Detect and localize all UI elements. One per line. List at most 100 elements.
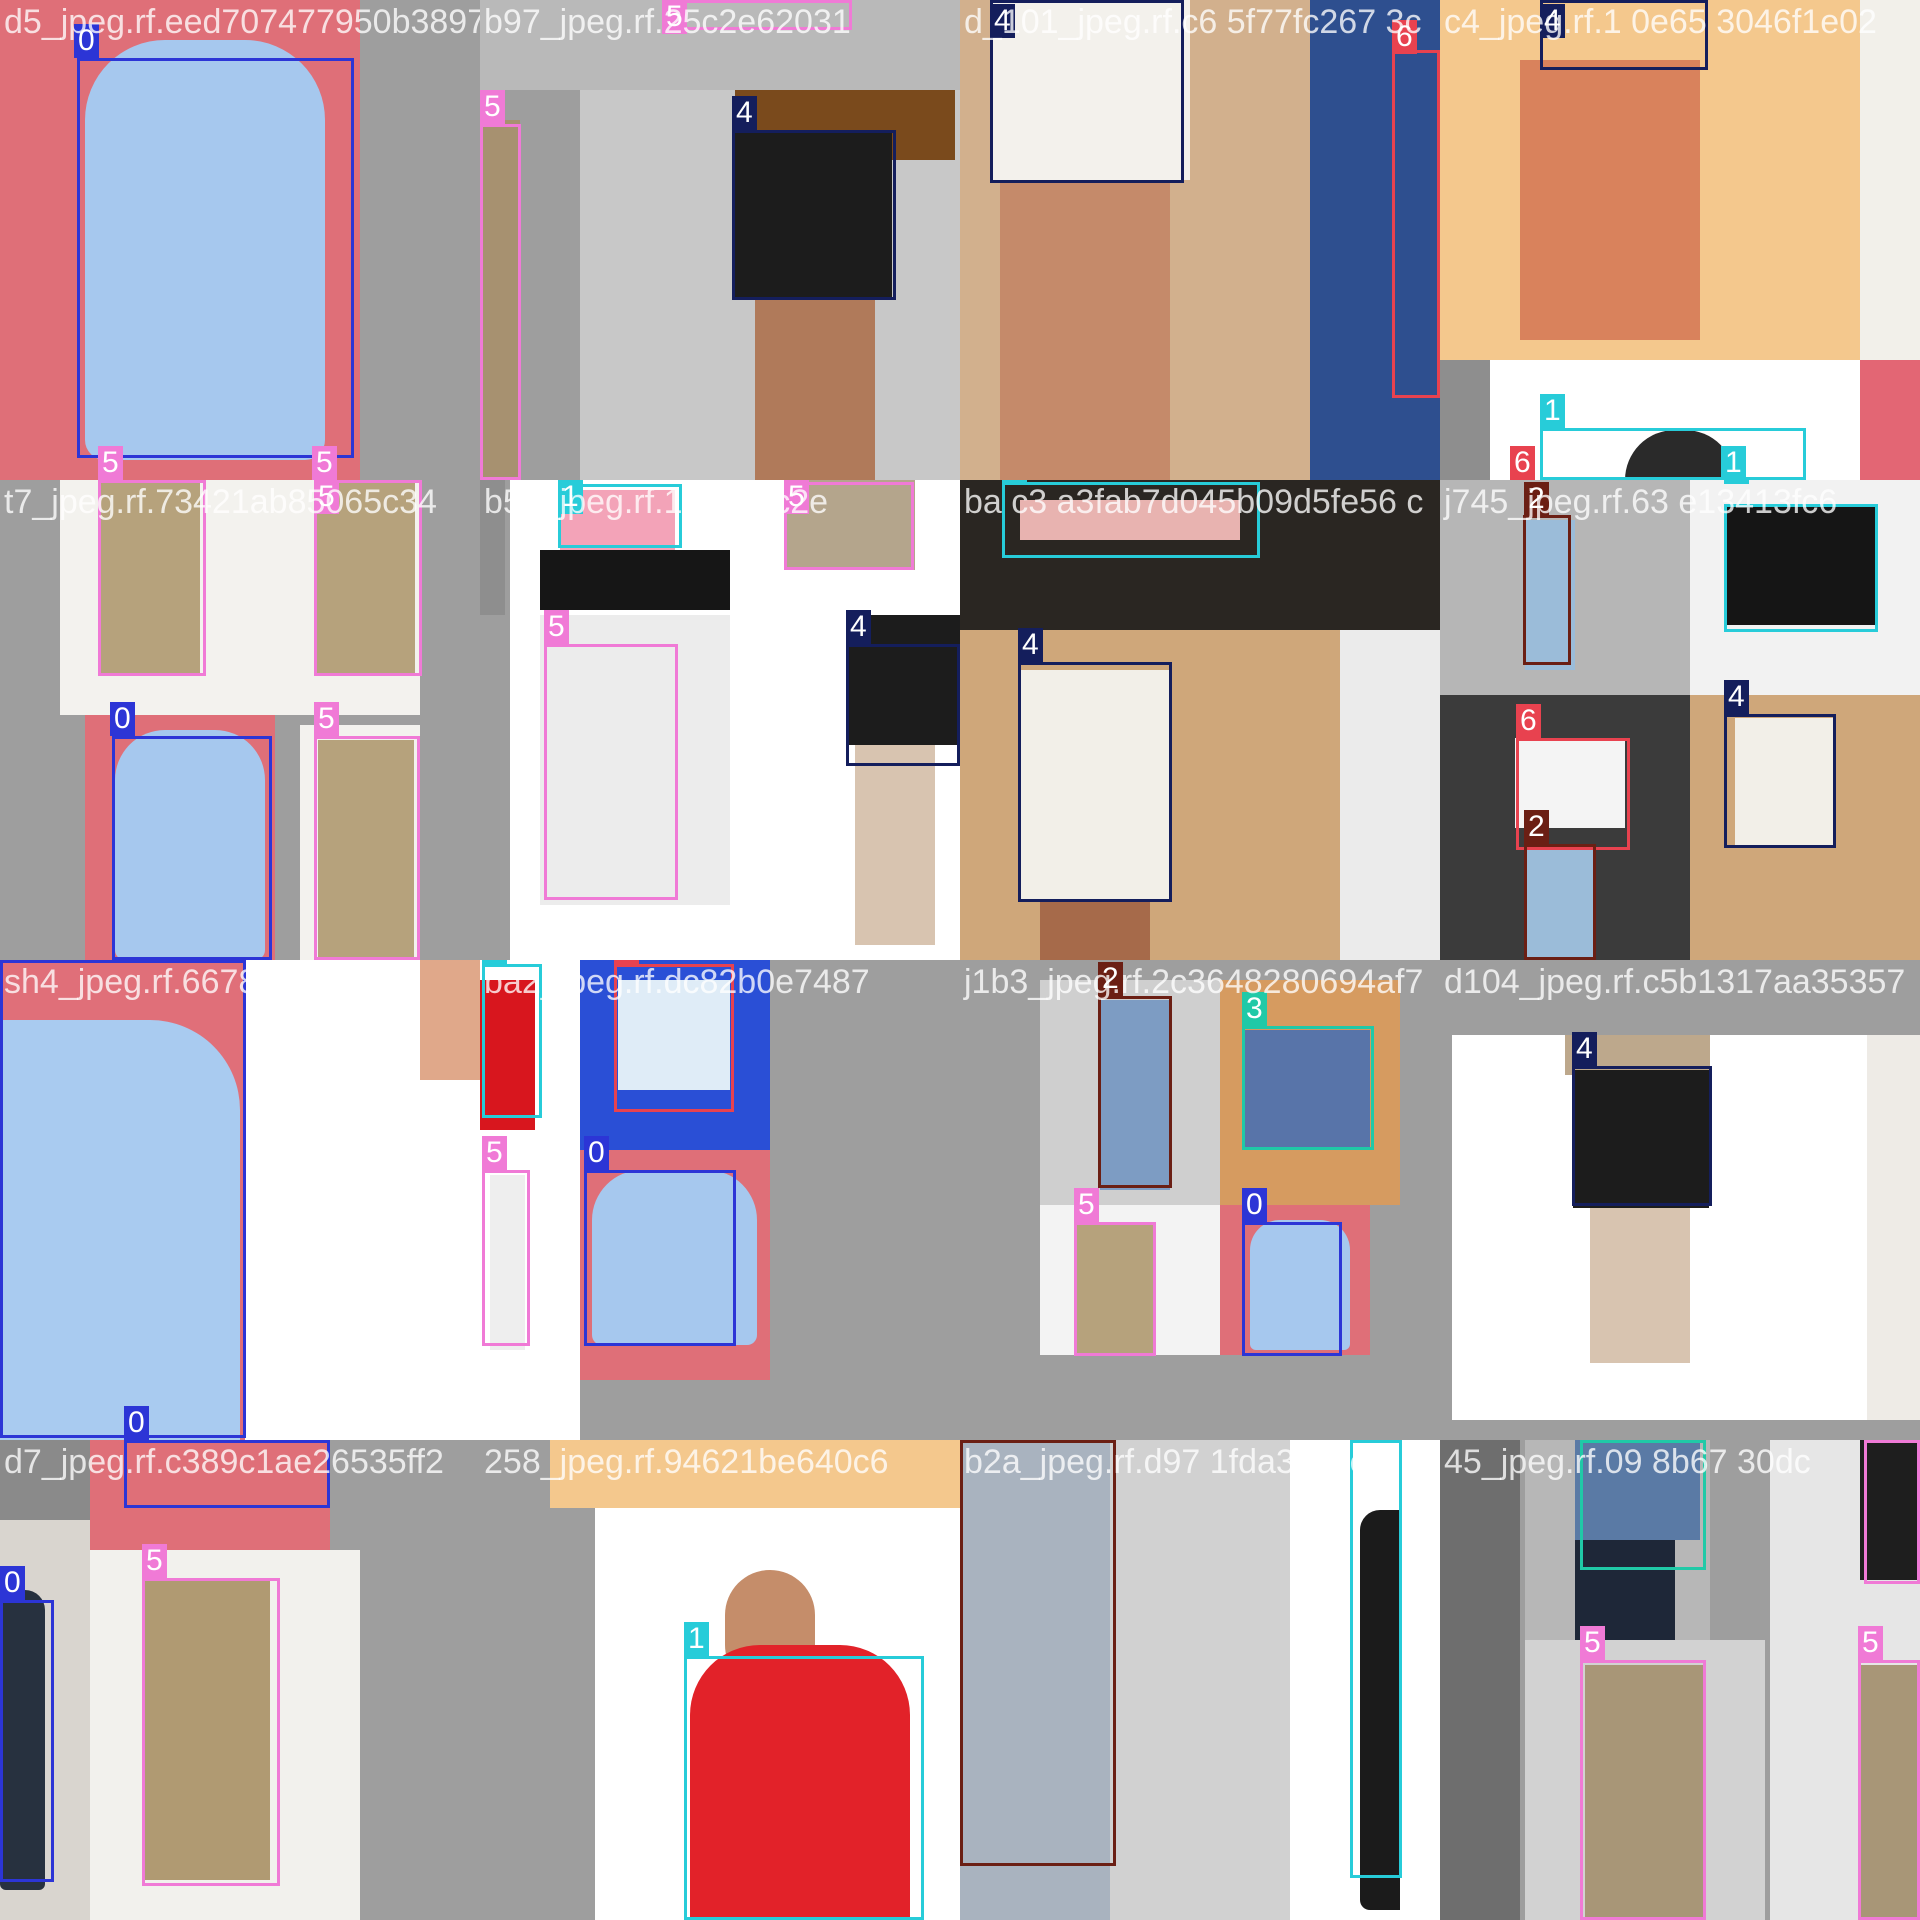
class-label: 0	[124, 1406, 149, 1440]
image-patch	[90, 1440, 330, 1550]
image-patch	[420, 960, 480, 1080]
class-label: 6	[614, 960, 639, 964]
detection-box	[482, 964, 542, 1118]
image-patch	[1575, 1440, 1700, 1540]
class-label: 5	[98, 446, 123, 480]
image-patch	[1440, 1440, 1520, 1920]
class-label: 6	[1510, 446, 1535, 480]
class-label: 4	[1572, 1032, 1597, 1066]
detection-box	[124, 1440, 330, 1508]
image-patch	[550, 1440, 960, 1508]
image-patch	[755, 300, 875, 480]
image-patch	[1020, 500, 1240, 540]
image-patch	[592, 1170, 757, 1345]
class-label: 3	[1242, 992, 1267, 1026]
class-label: 1	[1724, 480, 1749, 484]
detection-box	[1098, 996, 1172, 1188]
class-label: 6	[1516, 704, 1541, 738]
image-patch	[1440, 360, 1490, 480]
class-label: 0	[1242, 1188, 1267, 1222]
detection-box	[314, 736, 420, 960]
detection-box	[1018, 662, 1172, 902]
detection-box	[0, 1600, 54, 1882]
mosaic-cell: t7_jpeg.rf.73421ab85065c34 5 0 5	[0, 480, 480, 960]
mosaic-cell: 258_jpeg.rf.94621be640c6 1	[480, 1440, 960, 1920]
class-label: 1	[482, 960, 507, 964]
image-patch	[618, 980, 730, 1090]
class-label: 1	[1540, 394, 1565, 428]
mosaic-cell: b59_jpeg.rf.1a9bccc2e 1 5 5 4	[480, 480, 960, 960]
image-patch	[85, 40, 325, 460]
class-label: 0	[74, 24, 99, 58]
image-patch	[690, 1645, 910, 1920]
class-label: 1	[1002, 480, 1027, 482]
detection-box	[732, 130, 896, 300]
class-label: 5	[142, 1544, 167, 1578]
image-filename: sh4_jpeg.rf.667836f5491f2f	[4, 963, 419, 1001]
detection-box	[0, 960, 246, 1438]
image-patch	[1860, 360, 1920, 480]
detection-box	[584, 1170, 736, 1346]
image-patch	[1573, 1070, 1709, 1208]
image-patch	[0, 1020, 240, 1440]
image-patch	[1735, 718, 1835, 848]
class-label: 1	[1721, 446, 1746, 480]
class-label: 5	[482, 1136, 507, 1170]
class-label: 5	[544, 610, 569, 644]
detection-box	[77, 58, 354, 458]
detection-box	[990, 0, 1184, 183]
image-patch	[115, 730, 265, 960]
detection-box	[960, 1440, 1116, 1866]
class-label: 5	[314, 480, 339, 514]
mosaic-cell: d5_jpeg.rf.eed707477950b3897 8_jpeg.rf.2…	[0, 0, 480, 480]
image-filename: c4_jpeg.rf.1 0e65 3046f1e02	[1444, 3, 1877, 41]
class-label: 5	[1580, 1626, 1605, 1660]
image-patch	[0, 1440, 90, 1520]
image-filename: 258_jpeg.rf.94621be640c6	[484, 1443, 889, 1481]
detection-box	[1242, 1026, 1374, 1150]
image-filename: ba c3 a3fab7d045b09d5fe56 c	[964, 483, 1424, 521]
mosaic-cell: sh4_jpeg.rf.667836f5491f2f 0 0	[0, 960, 480, 1440]
image-patch	[540, 550, 730, 610]
image-filename: b2a_jpeg.rf.d97 1fda386ce	[964, 1443, 1369, 1481]
class-label: 5	[480, 90, 505, 124]
image-patch	[1360, 1510, 1400, 1910]
image-patch	[1585, 1665, 1705, 1920]
class-label: 0	[110, 702, 135, 736]
class-label: 0	[0, 1566, 25, 1600]
detection-box	[1523, 515, 1571, 665]
image-patch	[1590, 1208, 1690, 1363]
image-filename: d5_jpeg.rf.eed707477950b3897 8_jpeg.rf.2…	[4, 3, 480, 41]
class-label: 5	[1074, 1188, 1099, 1222]
image-filename: b97_jpeg.rf.25c2e62031	[484, 3, 851, 41]
image-patch	[1860, 1440, 1920, 1580]
image-patch	[1525, 520, 1575, 670]
image-filename: j1b3_jpeg.rf.2c3648280694af7	[964, 963, 1424, 1001]
detection-box	[614, 964, 734, 1112]
mosaic-cell: d104_jpeg.rf.c5b1317aa35357 4	[1440, 960, 1920, 1440]
image-filename: ba2_jpeg.rf.dc82b0e7487	[484, 963, 870, 1001]
detection-box	[112, 736, 272, 960]
detection-box	[482, 1170, 530, 1346]
class-label: 5	[314, 702, 339, 736]
image-filename: t7_jpeg.rf.73421ab85065c34	[4, 483, 437, 521]
image-patch	[1860, 0, 1920, 360]
class-label: 5	[312, 446, 337, 480]
mosaic-cell: ba2_jpeg.rf.dc82b0e7487 1 6 5 0	[480, 960, 960, 1440]
image-patch	[100, 480, 200, 675]
class-label: 4	[1018, 628, 1043, 662]
image-patch	[1860, 1665, 1920, 1920]
class-label: 6	[1392, 20, 1417, 54]
image-filename: d7_jpeg.rf.c389c1ae26535ff2	[4, 1443, 444, 1481]
detection-box	[1074, 1222, 1156, 1356]
detection-box	[544, 644, 678, 900]
mosaic-cell: 45_jpeg.rf.09 8b67 30dc 3 5 5 5	[1440, 1440, 1920, 1920]
class-label: 2	[1098, 962, 1123, 996]
image-filename: 45_jpeg.rf.09 8b67 30dc	[1444, 1443, 1811, 1481]
image-patch	[490, 1175, 525, 1350]
detection-box	[142, 1578, 280, 1886]
image-patch	[0, 1590, 45, 1890]
class-label: 4	[1540, 4, 1565, 38]
image-patch	[1340, 630, 1440, 960]
